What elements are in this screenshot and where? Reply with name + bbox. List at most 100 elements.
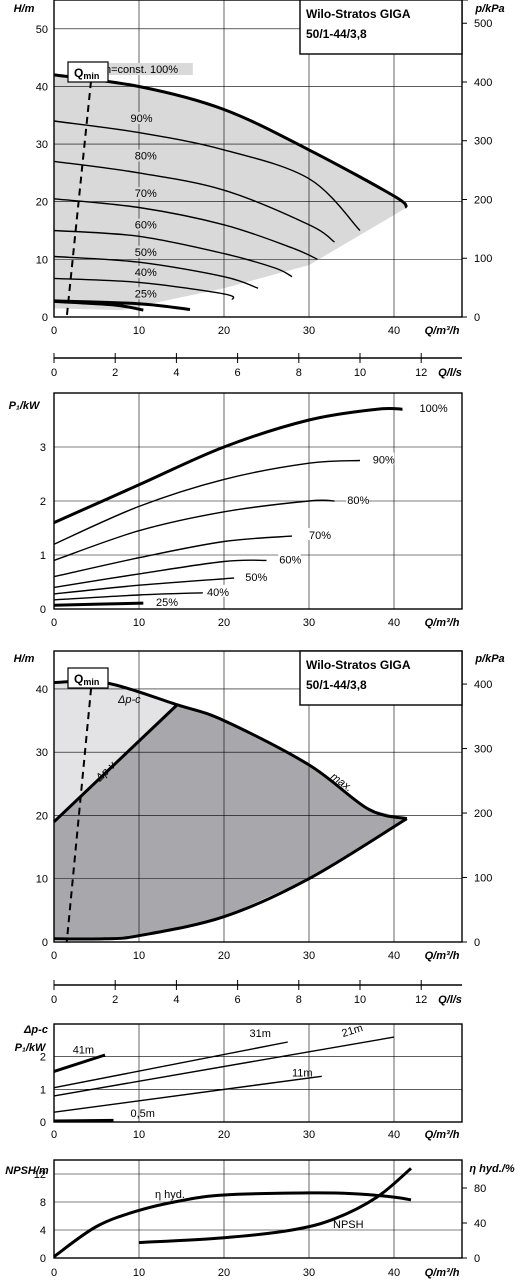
npsh-y2-y-tick-label: 80 <box>474 1183 486 1195</box>
power2-x-tick-label: 0 <box>51 1129 57 1141</box>
power-y-axis-label: P₁/kW <box>9 400 41 412</box>
flow-ls-tick-label: 0 <box>51 367 57 379</box>
power-frame <box>53 392 463 610</box>
power2-y-tick-label: 1 <box>40 1084 46 1096</box>
power2-curve <box>53 1036 395 1097</box>
flow-ls2-tick-label: 12 <box>415 994 427 1006</box>
npsh-x-tick-label: 20 <box>218 1267 230 1279</box>
head-curve-label-bg <box>132 245 157 258</box>
control-y2-y-tick-label: 100 <box>474 873 492 885</box>
npsh-y-axis-label: NPSH/m <box>5 1165 49 1177</box>
head-y-tick-label: 0 <box>42 312 48 324</box>
power2-x-tick-label: 10 <box>133 1129 145 1141</box>
power-curve <box>53 406 403 524</box>
power-curve-label: 60% <box>279 554 301 566</box>
head-y-tick-label: 30 <box>36 139 48 151</box>
power-curve <box>53 601 144 607</box>
power-curve-label-bg <box>278 552 301 565</box>
power2-curve <box>53 1118 114 1123</box>
head-qmin-box <box>67 61 109 83</box>
power-curve <box>53 499 335 562</box>
min-curve <box>53 817 408 941</box>
control-y-tick-label: 30 <box>36 747 48 759</box>
head-curve-label: 90% <box>131 113 153 125</box>
head-curve-label-bg <box>103 63 193 76</box>
head-y-tick-label: 50 <box>36 24 48 36</box>
head-y2-y-tick-label: 100 <box>474 253 492 265</box>
power2-y-axis-label2: Δp-c <box>23 1024 48 1036</box>
power2-curve-label: 21m <box>340 1022 364 1040</box>
flow-ls2-tick-label: 8 <box>296 994 302 1006</box>
power-curve-label: 100% <box>420 403 448 415</box>
head-curve-label: 50% <box>135 247 157 259</box>
head-x-tick-label: 20 <box>218 325 230 337</box>
head-x-tick-label: 30 <box>303 325 315 337</box>
control-x-tick-label: 40 <box>388 950 400 962</box>
power-x-tick-label: 30 <box>303 617 315 629</box>
flow-ls2-tick-label: 2 <box>112 994 118 1006</box>
power2-frame <box>53 1023 463 1123</box>
power-y-tick-label: 0 <box>40 604 46 616</box>
power-curve <box>53 535 293 578</box>
power2-x-axis-label: Q/m³/h <box>425 1129 460 1141</box>
power-curve-label-bg <box>418 401 448 414</box>
power2-curve-label: 11m <box>292 1067 313 1079</box>
qmin-line <box>65 69 94 318</box>
power2-y-tick-label: 0 <box>40 1117 46 1129</box>
head-x-tick-label: 10 <box>133 325 145 337</box>
power-curve-label: 90% <box>373 455 395 467</box>
control-y-tick-label: 0 <box>42 937 48 949</box>
head-title: Wilo-Stratos GIGA <box>306 7 411 21</box>
head-curve-label: 60% <box>135 220 157 232</box>
npsh-y2-y-tick-label: 0 <box>474 1253 480 1265</box>
head-curve <box>53 299 144 312</box>
npsh-curve <box>53 1191 412 1258</box>
npsh-x-tick-label: 10 <box>133 1267 145 1279</box>
power-x-tick-label: 0 <box>51 617 57 629</box>
dpv-line <box>52 703 179 823</box>
eta-label: η hyd. <box>155 1189 185 1201</box>
head-curve-label-bg <box>132 218 157 231</box>
power-curve-label: 25% <box>156 597 178 609</box>
control-y2-axis-label: p/kPa <box>474 653 504 665</box>
head-curve <box>53 255 259 289</box>
power-curve-label: 40% <box>207 587 229 599</box>
head-y-tick-label: 20 <box>36 197 48 209</box>
head-x-tick-label: 40 <box>388 325 400 337</box>
head-curve-label-bg <box>132 149 157 162</box>
npsh-label: NPSH <box>333 1219 364 1231</box>
npsh-x-axis-label: Q/m³/h <box>425 1267 460 1279</box>
power-x-tick-label: 40 <box>388 617 400 629</box>
control-x-tick-label: 0 <box>51 950 57 962</box>
power-x-tick-label: 20 <box>218 617 230 629</box>
power2-curve-label: 0,5m <box>131 1108 155 1120</box>
power2-y-axis-label: P₁/kW <box>15 1042 47 1054</box>
control-y2-y-tick-label: 300 <box>474 744 492 756</box>
qmin-line <box>65 676 94 943</box>
power-x-tick-label: 10 <box>133 617 145 629</box>
head-x-tick-label: 0 <box>51 325 57 337</box>
head-curve <box>53 229 293 278</box>
head-curve-label-bg <box>128 112 153 125</box>
npsh-y2-y-tick-label: 40 <box>474 1218 486 1230</box>
flow-ls2-tick-label: 6 <box>235 994 241 1006</box>
dpc-label: Δp-c <box>117 694 141 706</box>
flow-ls-tick-label: 2 <box>112 367 118 379</box>
control-y-axis-label: H/m <box>14 653 35 665</box>
flow-ls2-tick-label: 10 <box>354 994 366 1006</box>
npsh-frame <box>53 1159 463 1259</box>
flow-ls-tick-label: 4 <box>173 367 179 379</box>
control-y-tick-label: 10 <box>36 874 48 886</box>
power2-curve-label: 31m <box>250 1028 271 1040</box>
npsh-x-tick-label: 0 <box>51 1267 57 1279</box>
head-curve-label: n=const. 100% <box>105 64 178 76</box>
head-curve <box>53 198 318 261</box>
flow-ls-tick-label: 10 <box>354 367 366 379</box>
control-x-tick-label: 30 <box>303 950 315 962</box>
control-y-tick-label: 20 <box>36 810 48 822</box>
control-qmin-box <box>67 667 109 689</box>
flow-ls-tick-label: 12 <box>415 367 427 379</box>
head-y2-y-tick-label: 300 <box>474 136 492 148</box>
control-subtitle: 50/1-44/3,8 <box>306 678 367 692</box>
